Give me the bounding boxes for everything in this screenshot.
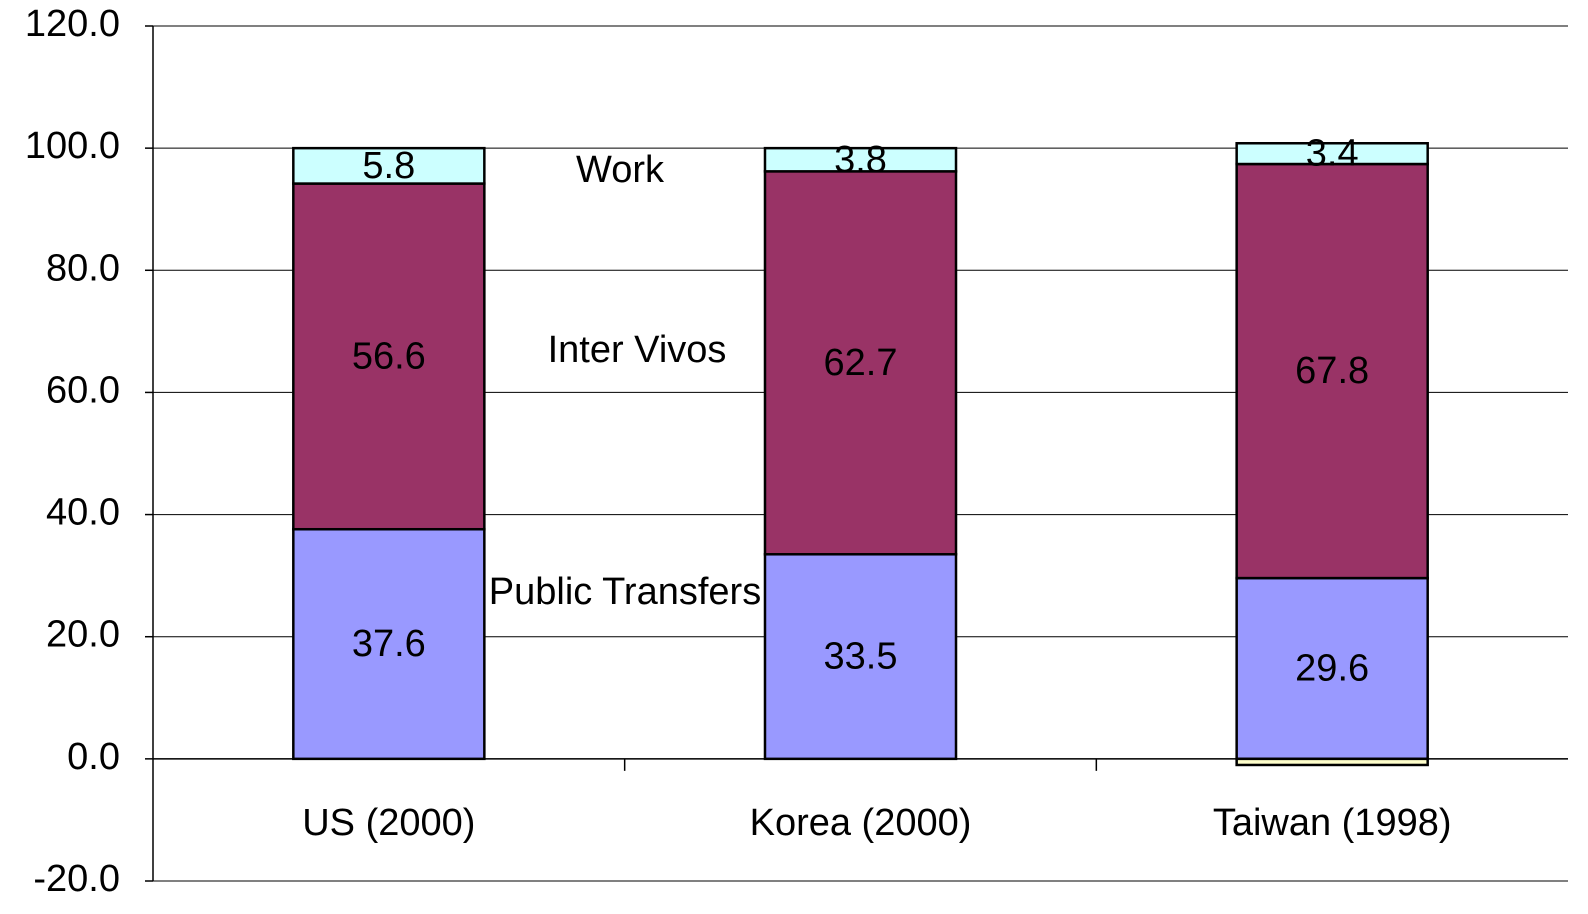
x-tick-label: Korea (2000) xyxy=(750,802,972,844)
x-tick-label: US (2000) xyxy=(302,802,475,844)
bar-segment xyxy=(763,553,958,761)
bar-segment xyxy=(1235,757,1429,767)
y-tick-label: 60.0 xyxy=(46,369,120,411)
bar-segment xyxy=(292,527,486,761)
y-tick-label: 80.0 xyxy=(46,247,120,289)
bar-segment xyxy=(1235,162,1429,580)
y-tick-label: -20.0 xyxy=(33,858,120,900)
bar-segment xyxy=(763,146,958,173)
bar-segment xyxy=(292,146,486,185)
y-tick-label: 20.0 xyxy=(46,614,120,656)
data-label: 3.4 xyxy=(1306,133,1359,175)
data-label: 5.8 xyxy=(362,145,415,187)
data-label: 56.6 xyxy=(352,335,426,377)
data-label: 67.8 xyxy=(1295,350,1369,392)
x-tick-label: Taiwan (1998) xyxy=(1213,802,1452,844)
bar-segment xyxy=(1235,576,1429,761)
y-tick-label: 100.0 xyxy=(25,125,120,167)
series-label: Inter Vivos xyxy=(548,329,727,371)
y-tick-label: 120.0 xyxy=(25,3,120,45)
data-label: 3.8 xyxy=(834,139,887,181)
data-label: 62.7 xyxy=(824,342,898,384)
bar-segment xyxy=(1235,142,1429,166)
y-tick-label: 40.0 xyxy=(46,492,120,534)
data-label: 33.5 xyxy=(824,636,898,678)
series-label: Public Transfers xyxy=(489,571,761,613)
bar-segment xyxy=(292,182,486,531)
series-label: Work xyxy=(576,149,665,191)
data-label: 29.6 xyxy=(1295,648,1369,690)
y-tick-label: 0.0 xyxy=(67,736,120,778)
bar-segment xyxy=(763,170,958,556)
data-label: 37.6 xyxy=(352,623,426,665)
